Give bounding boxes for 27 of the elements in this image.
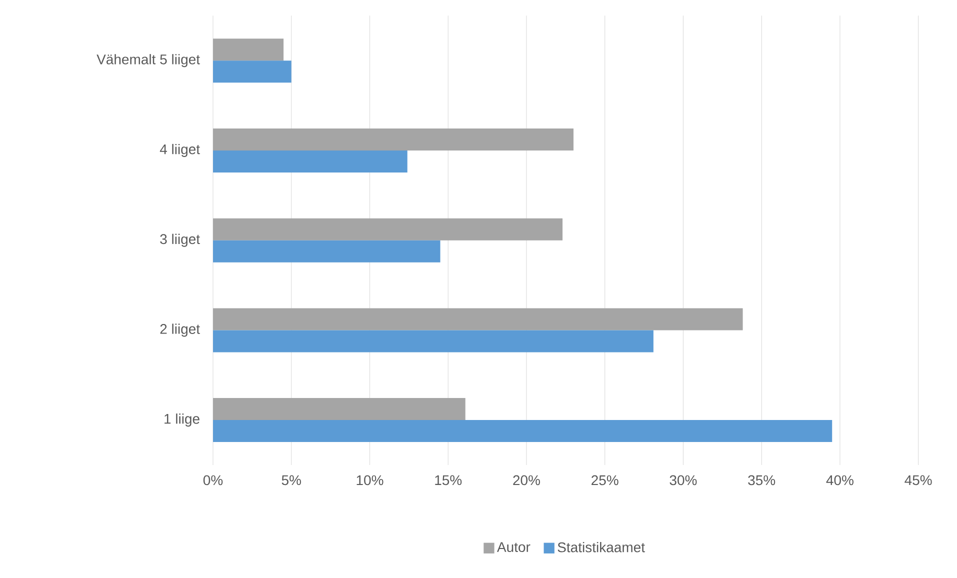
x-tick-label: 5% — [282, 475, 301, 486]
x-tick-label: 35% — [748, 475, 776, 486]
y-tick-label: 1 liige — [164, 414, 200, 427]
bar — [213, 330, 654, 352]
x-tick-label: 25% — [592, 475, 618, 486]
bar — [213, 218, 563, 240]
bar — [213, 128, 574, 150]
x-tick-label: 40% — [826, 475, 854, 486]
x-tick-label: 30% — [670, 475, 697, 486]
x-tick-label: 0% — [203, 475, 223, 486]
y-tick-label: 4 liiget — [160, 144, 200, 157]
y-tick-label: Vähemalt 5 liiget — [96, 54, 200, 68]
bar — [213, 38, 284, 61]
x-tick-label: 20% — [513, 475, 540, 486]
x-tick-label: 10% — [356, 475, 384, 486]
x-tick-label: 45% — [904, 475, 932, 486]
legend-label: Autor — [496, 542, 530, 552]
bar — [213, 240, 440, 262]
bar — [213, 60, 292, 83]
y-tick-label: 2 liiget — [160, 324, 200, 337]
bar — [213, 420, 832, 442]
y-tick-label: 3 liiget — [160, 234, 200, 247]
bar — [213, 308, 743, 330]
legend-label: Statistikaamet — [558, 542, 645, 552]
bar — [213, 150, 408, 172]
x-tick-label: 15% — [435, 475, 462, 486]
bar — [213, 398, 466, 420]
